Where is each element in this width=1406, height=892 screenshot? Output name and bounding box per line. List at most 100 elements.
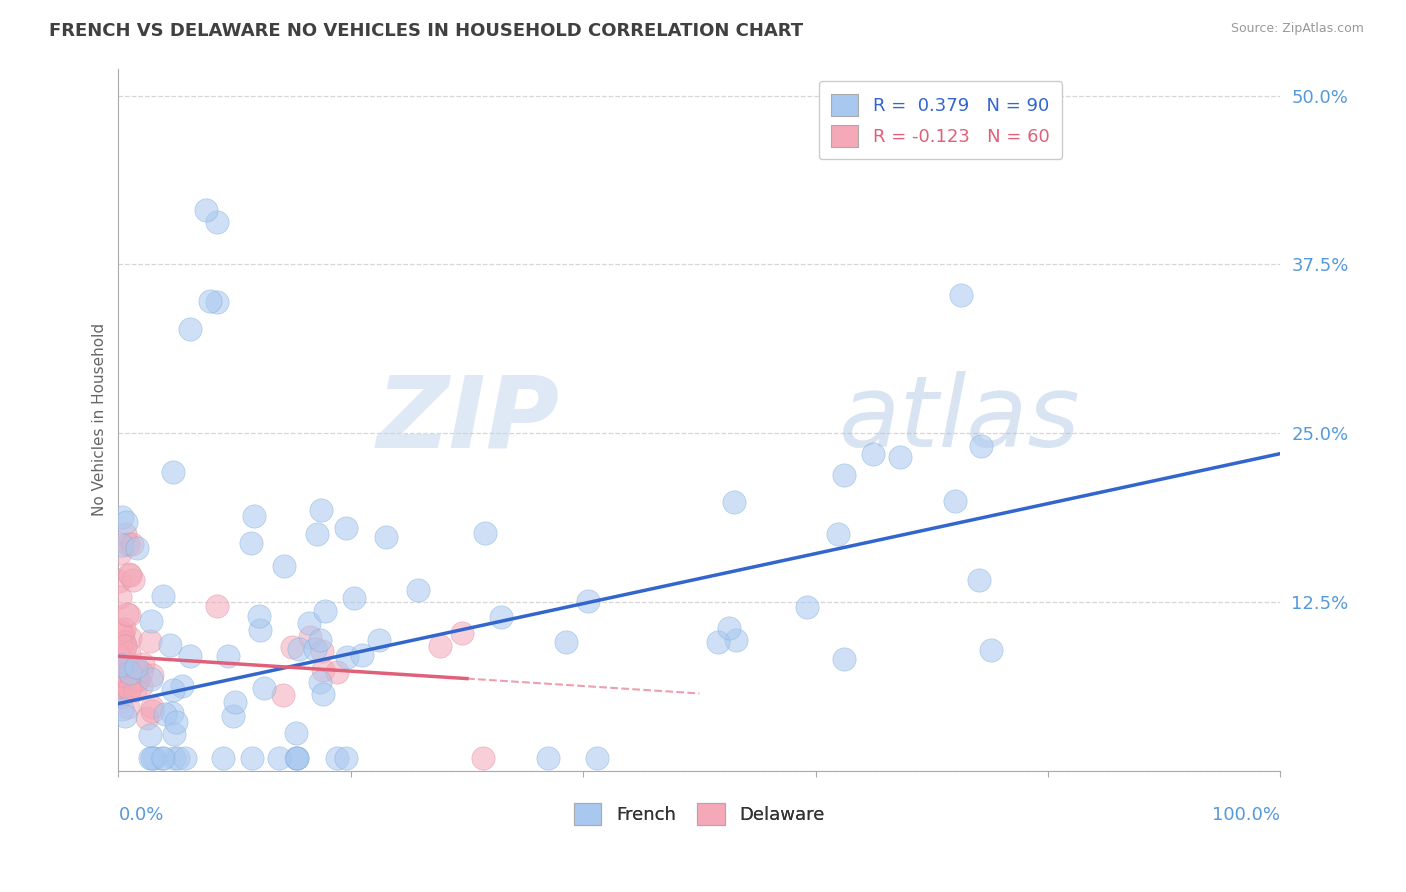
Text: FRENCH VS DELAWARE NO VEHICLES IN HOUSEHOLD CORRELATION CHART: FRENCH VS DELAWARE NO VEHICLES IN HOUSEH… — [49, 22, 803, 40]
Point — [108, 648, 131, 662]
Point — [889, 450, 911, 465]
Point — [143, 750, 166, 764]
Point — [114, 709, 136, 723]
Point — [305, 527, 328, 541]
Point — [472, 750, 495, 764]
Point — [111, 625, 134, 640]
Point — [309, 503, 332, 517]
Point — [285, 750, 308, 764]
Point — [114, 685, 136, 699]
Point — [343, 591, 366, 605]
Point — [170, 679, 193, 693]
Point — [118, 666, 141, 681]
Point — [117, 700, 139, 714]
Point — [111, 701, 134, 715]
Point — [110, 658, 132, 673]
Point — [309, 633, 332, 648]
Point — [107, 678, 129, 692]
Point — [212, 750, 235, 764]
Point — [124, 683, 146, 698]
Point — [110, 673, 132, 688]
Point — [375, 530, 398, 544]
Point — [271, 689, 294, 703]
Point — [139, 614, 162, 628]
Point — [249, 624, 271, 638]
Point — [281, 640, 304, 654]
Point — [195, 203, 218, 218]
Point — [827, 526, 849, 541]
Y-axis label: No Vehicles in Household: No Vehicles in Household — [93, 323, 107, 516]
Point — [576, 593, 599, 607]
Point — [724, 633, 747, 648]
Point — [162, 727, 184, 741]
Point — [945, 494, 967, 508]
Point — [335, 649, 357, 664]
Point — [980, 642, 1002, 657]
Point — [198, 293, 221, 308]
Point — [129, 665, 152, 679]
Point — [326, 665, 349, 680]
Point — [108, 677, 131, 691]
Point — [267, 750, 290, 764]
Point — [160, 706, 183, 721]
Point — [117, 607, 139, 621]
Point — [253, 681, 276, 695]
Point — [796, 600, 818, 615]
Point — [141, 699, 163, 714]
Point — [167, 750, 190, 764]
Point — [120, 568, 142, 582]
Point — [108, 574, 131, 589]
Point — [118, 646, 141, 660]
Point — [165, 714, 187, 729]
Point — [150, 750, 173, 764]
Point — [111, 637, 134, 651]
Point — [118, 567, 141, 582]
Point — [108, 675, 131, 690]
Point — [335, 521, 357, 535]
Point — [125, 660, 148, 674]
Point — [122, 573, 145, 587]
Point — [139, 633, 162, 648]
Point — [451, 626, 474, 640]
Point — [205, 599, 228, 613]
Point — [326, 750, 349, 764]
Point — [141, 750, 163, 764]
Point — [141, 668, 163, 682]
Point — [108, 665, 131, 679]
Point — [312, 687, 335, 701]
Point — [112, 622, 135, 636]
Point — [135, 711, 157, 725]
Point — [723, 495, 745, 509]
Point — [111, 668, 134, 682]
Point — [118, 682, 141, 697]
Point — [112, 648, 135, 662]
Point — [117, 537, 139, 551]
Point — [115, 656, 138, 670]
Point — [969, 573, 991, 587]
Point — [586, 750, 609, 764]
Point — [114, 639, 136, 653]
Point — [108, 624, 131, 638]
Point — [114, 526, 136, 541]
Point — [112, 635, 135, 649]
Point — [127, 672, 149, 686]
Point — [242, 508, 264, 523]
Point — [115, 670, 138, 684]
Point — [120, 666, 142, 681]
Point — [970, 439, 993, 453]
Point — [537, 750, 560, 764]
Point — [162, 683, 184, 698]
Point — [139, 728, 162, 742]
Point — [114, 664, 136, 678]
Point — [163, 750, 186, 764]
Text: Source: ZipAtlas.com: Source: ZipAtlas.com — [1230, 22, 1364, 36]
Point — [299, 631, 322, 645]
Point — [717, 621, 740, 635]
Point — [110, 690, 132, 704]
Point — [309, 674, 332, 689]
Point — [108, 546, 131, 560]
Point — [217, 649, 239, 664]
Point — [247, 609, 270, 624]
Point — [152, 750, 174, 764]
Point — [173, 750, 195, 764]
